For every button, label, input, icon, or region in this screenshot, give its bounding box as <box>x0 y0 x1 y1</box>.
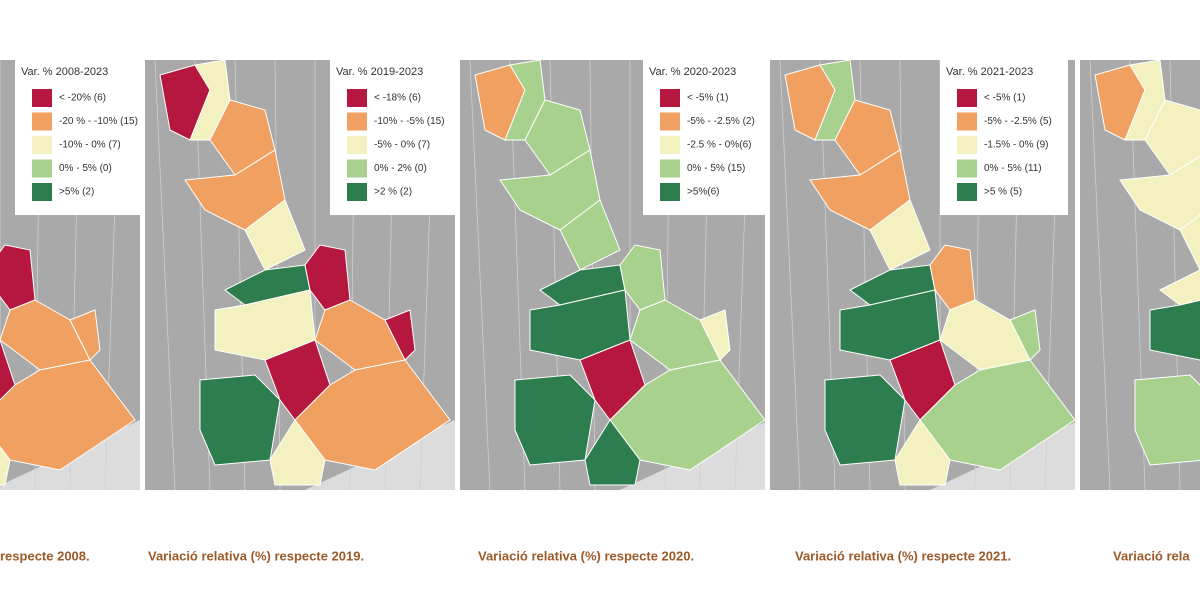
district <box>69 309 101 361</box>
district <box>559 199 621 271</box>
caption: respecte 2008. <box>0 548 90 563</box>
legend-swatch <box>347 183 367 201</box>
legend-item: -5% - 0% (7) <box>374 140 430 151</box>
legend-swatch <box>660 183 680 201</box>
district <box>0 244 36 311</box>
legend-title: Var. % 2020-2023 <box>649 66 736 78</box>
legend-item: 0% - 5% (0) <box>59 163 112 174</box>
map-panel <box>1080 60 1200 490</box>
legend-item: -5% - -2.5% (2) <box>687 116 755 127</box>
legend-swatch <box>660 136 680 154</box>
legend-swatch <box>660 89 680 107</box>
legend-item: < -20% (6) <box>59 93 106 104</box>
legend-swatch <box>32 136 52 154</box>
district <box>269 419 326 486</box>
legend-item: < -5% (1) <box>984 93 1025 104</box>
legend-swatch <box>347 159 367 178</box>
district <box>894 419 951 486</box>
district <box>199 374 281 466</box>
municipal-border <box>1089 60 1111 490</box>
district <box>1009 309 1041 361</box>
district <box>699 309 731 361</box>
legend-swatch <box>957 183 977 201</box>
legend-item: 0% - 5% (15) <box>687 163 745 174</box>
district <box>834 99 901 176</box>
caption: Variació relativa (%) respecte 2021. <box>795 548 1011 563</box>
map-panel <box>460 60 765 490</box>
district <box>384 309 416 361</box>
district <box>0 445 11 486</box>
legend-swatch <box>957 112 977 131</box>
district <box>1179 214 1200 271</box>
district <box>514 374 596 466</box>
caption: Variació rela <box>1113 548 1190 563</box>
district <box>824 374 906 466</box>
legend-item: < -5% (1) <box>687 93 728 104</box>
legend-swatch <box>347 136 367 154</box>
legend-item: -2.5 % - 0%(6) <box>687 140 751 151</box>
legend-title: Var. % 2021-2023 <box>946 66 1033 78</box>
district <box>1159 269 1200 306</box>
legend-item: -5% - -2.5% (5) <box>984 116 1052 127</box>
legend-swatch <box>957 136 977 154</box>
legend-title: Var. % 2019-2023 <box>336 66 423 78</box>
municipal-border <box>154 60 176 490</box>
district <box>584 419 641 486</box>
legend-swatch <box>32 159 52 178</box>
legend-title: Var. % 2008-2023 <box>21 66 108 78</box>
caption: Variació relativa (%) respecte 2020. <box>478 548 694 563</box>
district <box>1134 374 1200 466</box>
legend-item: >5 % (5) <box>984 187 1022 198</box>
legend-swatch <box>957 159 977 178</box>
municipal-border <box>779 60 801 490</box>
caption: Variació relativa (%) respecte 2019. <box>148 548 364 563</box>
legend-item: -1.5% - 0% (9) <box>984 140 1048 151</box>
legend-item: >5%(6) <box>687 187 720 198</box>
district <box>869 199 931 271</box>
legend-item: 0% - 2% (0) <box>374 163 427 174</box>
district <box>1149 299 1200 361</box>
legend-item: >2 % (2) <box>374 187 412 198</box>
legend-item: -20 % - -10% (15) <box>59 116 138 127</box>
legend-swatch <box>32 89 52 107</box>
legend-item: -10% - 0% (7) <box>59 140 121 151</box>
district <box>524 99 591 176</box>
legend-swatch <box>32 183 52 201</box>
district <box>0 359 136 471</box>
legend-item: -10% - -5% (15) <box>374 116 445 127</box>
legend-swatch <box>347 89 367 107</box>
district <box>1119 155 1200 231</box>
district <box>1144 99 1200 176</box>
legend-swatch <box>957 89 977 107</box>
district <box>0 339 16 401</box>
legend-swatch <box>660 112 680 131</box>
legend-swatch <box>347 112 367 131</box>
legend-swatch <box>32 112 52 131</box>
legend-item: < -18% (6) <box>374 93 421 104</box>
legend-item: 0% - 5% (11) <box>984 163 1042 174</box>
municipal-border <box>469 60 491 490</box>
district <box>244 199 306 271</box>
legend-item: >5% (2) <box>59 187 94 198</box>
district <box>209 99 276 176</box>
legend-swatch <box>660 159 680 178</box>
